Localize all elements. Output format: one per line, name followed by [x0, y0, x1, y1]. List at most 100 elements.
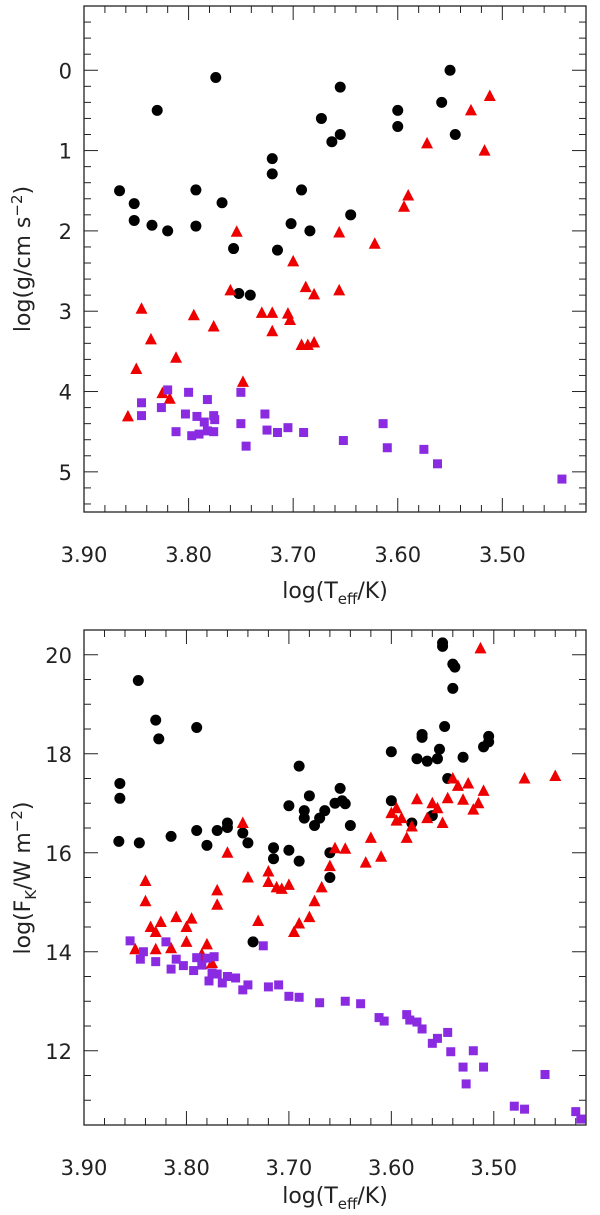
bottom-x-tick-label: 3.80 [163, 1156, 210, 1180]
bottom-dwarfs-point [315, 998, 325, 1008]
top-dwarfs-point [236, 419, 246, 429]
bottom-giants-point [431, 753, 443, 765]
bottom-subgiants-point [467, 803, 480, 815]
top-dwarfs-point [260, 409, 270, 419]
top-giants-point [326, 136, 338, 148]
bottom-subgiants-point [275, 882, 288, 894]
bottom-giants-point [191, 722, 203, 734]
top-giants-point [128, 214, 140, 226]
top-y-tick-label: 3 [59, 300, 72, 324]
top-subgiants-point [483, 89, 496, 101]
bottom-giants-point [437, 640, 449, 652]
bottom-dwarfs-point [479, 1062, 489, 1072]
bottom-subgiants-point [390, 801, 403, 814]
top-dwarfs-point [194, 429, 204, 439]
top-dwarfs-point [338, 436, 348, 446]
bottom-giants-point [433, 743, 445, 755]
top-subgiants-point [464, 103, 477, 116]
bottom-dwarfs-point [405, 1015, 415, 1025]
top-x-tick-label: 3.80 [165, 543, 212, 567]
bottom-subgiants-point [359, 856, 372, 868]
top-giants-point [449, 129, 461, 141]
top-dwarfs-point [187, 431, 197, 441]
top-giants-point [334, 129, 346, 141]
bottom-dwarfs-point [571, 1107, 581, 1117]
bottom-dwarfs-point [576, 1114, 586, 1124]
bottom-y-tick-label: 20 [45, 644, 72, 668]
bottom-x-tick-label: 3.90 [61, 1156, 108, 1180]
bottom-subgiants-point [477, 784, 490, 796]
bottom-dwarfs-point [274, 980, 284, 990]
top-giants-point [296, 184, 308, 196]
top-dwarfs-point [137, 398, 147, 408]
top-dwarfs-point [382, 443, 392, 453]
bottom-dwarfs-point [125, 936, 135, 946]
bottom-x-tick-labels: 3.90 3.80 3.70 3.60 3.50 [61, 1156, 518, 1180]
bottom-giants-point [439, 721, 451, 733]
bottom-dwarfs-point [209, 952, 219, 962]
bottom-giants-point [133, 837, 145, 849]
bottom-subgiants-point [139, 894, 152, 907]
bottom-giants-point [242, 837, 254, 849]
bottom-dwarfs-point [294, 992, 304, 1002]
bottom-dwarfs-point [540, 1070, 550, 1080]
top-subgiants-point [121, 409, 134, 422]
top-dwarfs-point [378, 419, 388, 429]
bottom-subgiants-point [400, 831, 413, 843]
bottom-ticks [83, 629, 586, 1126]
bottom-giants-point [298, 812, 310, 824]
top-x-tick-label: 3.70 [270, 543, 317, 567]
bottom-giants-point [339, 798, 351, 810]
bottom-giants-point [150, 714, 162, 726]
top-dwarfs-point [419, 444, 429, 454]
bottom-dwarfs-point [412, 1017, 422, 1027]
bottom-giants-point [237, 827, 249, 839]
bottom-subgiants-point [462, 776, 475, 789]
top-dwarfs-point [163, 385, 173, 395]
top-giants-point [444, 64, 456, 76]
bottom-dwarfs-point [166, 964, 176, 974]
top-subgiants-point [421, 136, 434, 149]
bottom-giants-point [344, 820, 356, 832]
bottom-y-tick-label: 16 [45, 842, 72, 866]
bottom-dwarfs-point [189, 966, 199, 976]
top-dwarfs-point [241, 441, 251, 451]
bottom-giants-point [447, 682, 459, 694]
top-y-tick-label: 4 [59, 381, 72, 405]
top-giants-point [190, 220, 202, 232]
bottom-giants-point [303, 790, 315, 802]
bottom-y-tick-labels: 12 14 16 18 20 [45, 644, 72, 1064]
top-giants-point [392, 104, 404, 116]
top-subgiants-point [207, 319, 220, 332]
bottom-giants-point [114, 777, 126, 789]
bottom-subgiants-point [474, 641, 487, 654]
top-subgiants-point [368, 237, 381, 249]
bottom-giants-point [113, 835, 125, 847]
top-y-tick-label: 1 [59, 140, 72, 164]
bottom-dwarfs-point [138, 947, 148, 957]
bottom-giants-point [411, 753, 423, 765]
bottom-subgiants-point [236, 816, 249, 829]
bottom-giants-point [385, 795, 397, 807]
bottom-subgiants-point [185, 912, 198, 924]
bottom-giants-point [319, 805, 331, 817]
top-giants-point [436, 96, 448, 108]
bottom-dwarfs-point [243, 980, 253, 990]
bottom-dwarfs-point [284, 991, 294, 1001]
top-giants-point [266, 168, 278, 180]
bottom-giants-point [268, 853, 280, 865]
top-subgiants-point [402, 189, 415, 201]
top-subgiants-point [224, 283, 237, 296]
bottom-giants-point [153, 733, 165, 745]
bottom-subgiants-point [405, 820, 418, 832]
bottom-subgiants-point [472, 796, 485, 809]
bottom-giants-point [449, 661, 461, 673]
bottom-dwarfs-point [258, 941, 268, 951]
bottom-subgiants-point [170, 910, 183, 923]
bottom-subgiants-point [165, 941, 178, 954]
bottom-subgiants-point [149, 942, 162, 955]
bottom-dwarfs-point [207, 968, 217, 978]
bottom-dwarfs-point [432, 1033, 442, 1043]
top-dwarfs-point [202, 426, 212, 436]
